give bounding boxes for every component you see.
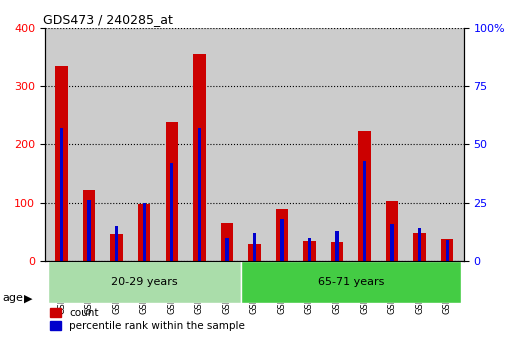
Text: 20-29 years: 20-29 years	[111, 277, 178, 287]
Bar	[280, 219, 284, 261]
Bar	[418, 228, 421, 261]
Bar	[253, 233, 256, 261]
Bar	[241, 261, 461, 303]
Bar	[276, 208, 288, 261]
Bar	[386, 201, 399, 261]
Bar	[446, 240, 449, 261]
Text: age: age	[3, 294, 23, 303]
Text: ▶: ▶	[24, 294, 32, 303]
Bar	[83, 190, 95, 261]
Text: 65-71 years: 65-71 years	[317, 277, 384, 287]
Text: GDS473 / 240285_at: GDS473 / 240285_at	[43, 13, 173, 27]
Bar	[115, 226, 118, 261]
Bar	[335, 231, 339, 261]
Bar	[441, 239, 454, 261]
Bar	[225, 238, 228, 261]
Bar	[220, 223, 233, 261]
Bar	[303, 240, 316, 261]
Bar	[391, 224, 394, 261]
Bar	[248, 244, 261, 261]
Bar	[198, 128, 201, 261]
Bar	[55, 66, 68, 261]
Bar	[87, 200, 91, 261]
Legend: count, percentile rank within the sample: count, percentile rank within the sample	[50, 308, 245, 332]
Bar	[331, 242, 343, 261]
Bar	[60, 128, 63, 261]
Bar	[358, 131, 371, 261]
Bar	[170, 163, 173, 261]
Bar	[363, 161, 366, 261]
Bar	[165, 122, 178, 261]
Bar	[413, 233, 426, 261]
Bar	[308, 238, 311, 261]
Bar	[48, 261, 241, 303]
Bar	[143, 203, 146, 261]
Bar	[110, 234, 123, 261]
Bar	[138, 205, 151, 261]
Bar	[193, 54, 206, 261]
